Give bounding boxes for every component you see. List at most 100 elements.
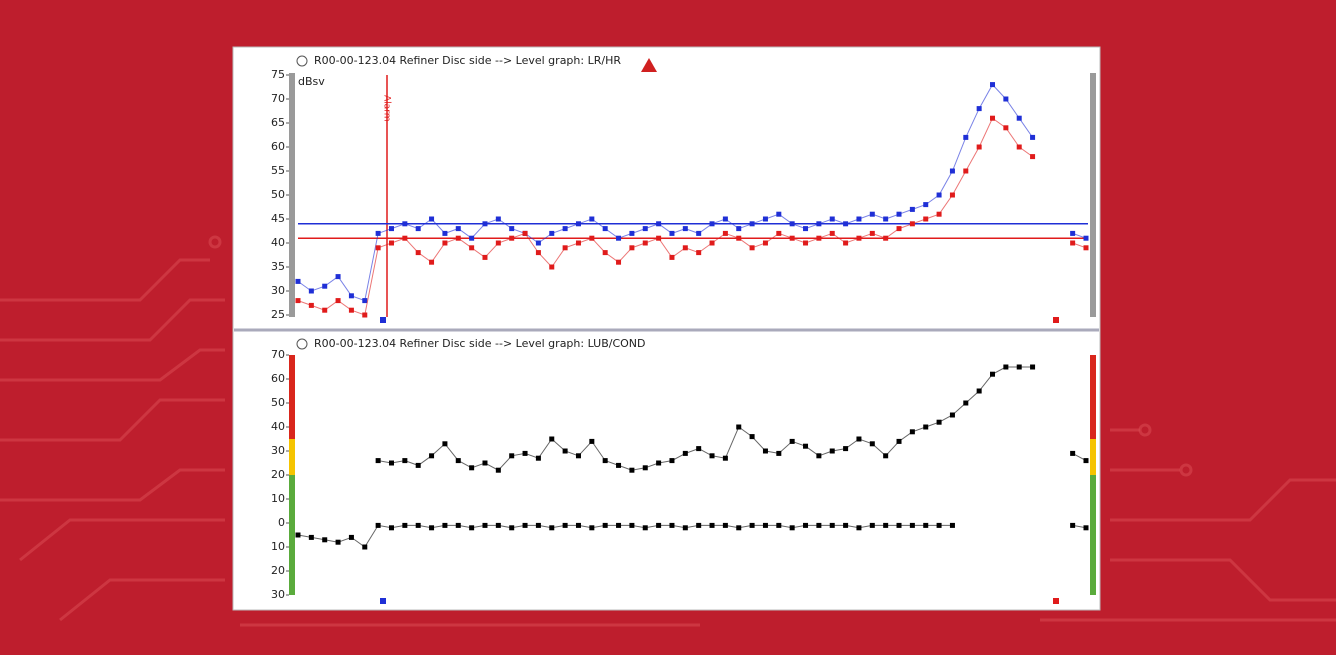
data-point xyxy=(682,450,688,456)
data-point xyxy=(1016,144,1022,150)
data-point xyxy=(535,455,541,461)
data-point xyxy=(749,434,755,440)
data-point xyxy=(709,453,715,459)
data-point xyxy=(883,216,889,222)
data-point xyxy=(869,230,875,236)
data-point xyxy=(1003,125,1009,131)
data-point xyxy=(656,460,662,466)
data-point xyxy=(575,453,581,459)
data-point xyxy=(549,230,555,236)
data-point xyxy=(709,221,715,227)
data-point xyxy=(656,221,662,227)
level-band xyxy=(289,439,295,475)
data-point xyxy=(656,522,662,528)
data-point xyxy=(749,221,755,227)
data-point xyxy=(776,522,782,528)
gear-icon xyxy=(296,338,308,350)
data-point xyxy=(776,230,782,236)
data-point xyxy=(362,298,368,304)
data-point xyxy=(789,235,795,241)
data-point xyxy=(589,525,595,531)
data-point xyxy=(429,453,435,459)
data-point xyxy=(722,455,728,461)
data-point xyxy=(976,388,982,394)
data-point xyxy=(936,211,942,217)
data-point xyxy=(949,192,955,198)
data-point xyxy=(629,467,635,473)
y-tick-label: 30 xyxy=(271,588,285,601)
y-tick-label: 75 xyxy=(271,68,285,81)
data-point xyxy=(455,226,461,232)
data-point xyxy=(883,453,889,459)
data-point xyxy=(722,522,728,528)
range-handle[interactable] xyxy=(1053,317,1059,323)
data-point xyxy=(335,298,341,304)
data-point xyxy=(322,283,328,289)
data-point xyxy=(803,522,809,528)
data-point xyxy=(455,522,461,528)
data-point xyxy=(616,259,622,265)
data-point xyxy=(696,250,702,256)
chart-title: R00-00-123.04 Refiner Disc side --> Leve… xyxy=(314,54,621,67)
data-point xyxy=(843,522,849,528)
y-tick-label: 50 xyxy=(271,396,285,409)
data-point xyxy=(602,458,608,464)
data-point xyxy=(869,211,875,217)
y-tick-label: 40 xyxy=(271,236,285,249)
data-point xyxy=(495,467,501,473)
level-band xyxy=(1090,355,1096,439)
data-point xyxy=(402,235,408,241)
data-point xyxy=(575,240,581,246)
data-point xyxy=(482,221,488,227)
data-point xyxy=(335,274,341,280)
data-point xyxy=(1070,522,1076,528)
data-point xyxy=(1083,235,1089,241)
range-handle[interactable] xyxy=(380,598,386,604)
range-handle[interactable] xyxy=(1053,598,1059,604)
data-point xyxy=(749,245,755,251)
data-point xyxy=(803,443,809,449)
y-tick-label: 70 xyxy=(271,348,285,361)
data-point xyxy=(990,115,996,121)
level-band xyxy=(1090,439,1096,475)
data-point xyxy=(629,230,635,236)
data-point xyxy=(469,465,475,471)
data-point xyxy=(990,371,996,377)
data-point xyxy=(1083,458,1089,464)
data-point xyxy=(442,230,448,236)
data-point xyxy=(495,216,501,222)
data-point xyxy=(883,235,889,241)
data-point xyxy=(469,235,475,241)
y-tick-label: 35 xyxy=(271,260,285,273)
data-point xyxy=(856,216,862,222)
data-point xyxy=(602,226,608,232)
data-point xyxy=(522,522,528,528)
data-point xyxy=(295,278,301,284)
data-point xyxy=(909,429,915,435)
data-point xyxy=(509,235,515,241)
data-point xyxy=(335,539,341,545)
data-point xyxy=(896,522,902,528)
data-point xyxy=(642,465,648,471)
data-point xyxy=(295,532,301,538)
data-point xyxy=(562,245,568,251)
data-point xyxy=(495,522,501,528)
data-point xyxy=(602,250,608,256)
data-point xyxy=(1070,450,1076,456)
data-point xyxy=(803,240,809,246)
data-point xyxy=(976,106,982,112)
y-tick-label: 30 xyxy=(271,284,285,297)
data-point xyxy=(429,525,435,531)
data-point xyxy=(976,144,982,150)
data-point xyxy=(990,82,996,88)
data-point xyxy=(949,412,955,418)
data-point xyxy=(402,458,408,464)
data-point xyxy=(375,522,381,528)
level-band xyxy=(289,355,295,439)
data-point xyxy=(829,522,835,528)
data-point xyxy=(816,522,822,528)
data-point xyxy=(482,522,488,528)
data-point xyxy=(1030,134,1036,140)
range-handle[interactable] xyxy=(380,317,386,323)
data-point xyxy=(402,522,408,528)
